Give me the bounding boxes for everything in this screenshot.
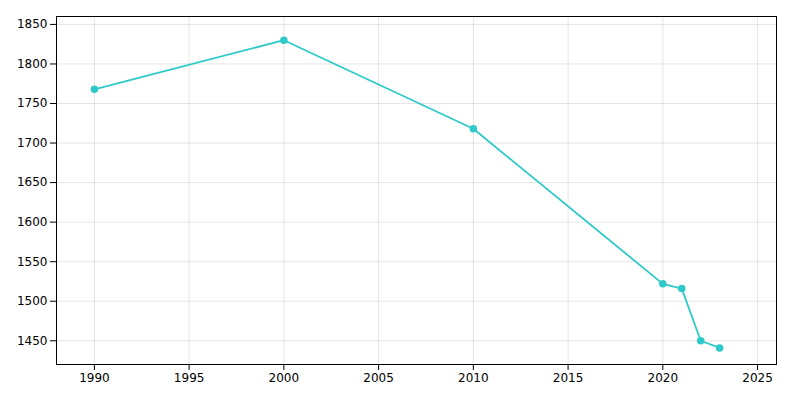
svg-text:2000: 2000	[269, 371, 300, 385]
svg-text:1700: 1700	[17, 136, 48, 150]
svg-text:1500: 1500	[17, 294, 48, 308]
svg-text:1750: 1750	[17, 96, 48, 110]
svg-text:1850: 1850	[17, 17, 48, 31]
svg-text:2010: 2010	[458, 371, 489, 385]
svg-text:1995: 1995	[174, 371, 205, 385]
svg-text:1550: 1550	[17, 255, 48, 269]
svg-text:2015: 2015	[553, 371, 584, 385]
svg-text:2025: 2025	[742, 371, 773, 385]
svg-text:1600: 1600	[17, 215, 48, 229]
svg-text:1800: 1800	[17, 57, 48, 71]
svg-text:1650: 1650	[17, 175, 48, 189]
svg-text:2020: 2020	[648, 371, 679, 385]
svg-text:2005: 2005	[363, 371, 394, 385]
svg-text:1450: 1450	[17, 334, 48, 348]
svg-text:1990: 1990	[79, 371, 110, 385]
